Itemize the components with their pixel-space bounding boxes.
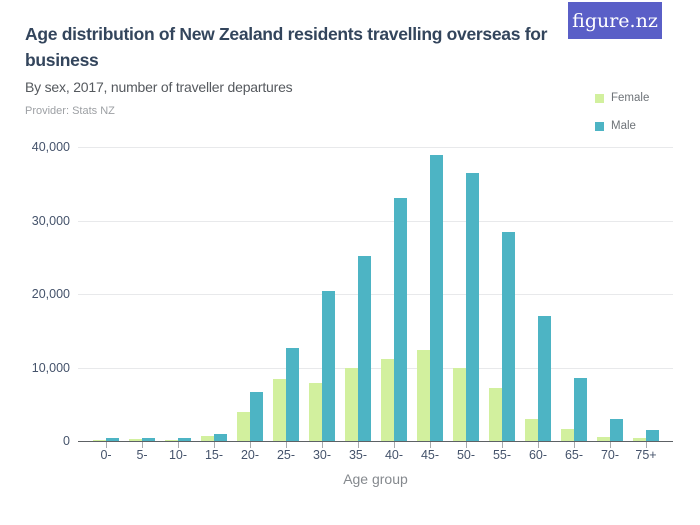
x-axis-tick [286, 442, 287, 448]
x-axis-tick-label: 40- [384, 448, 404, 462]
bar-male-55- [502, 232, 515, 441]
bar-male-10- [178, 438, 191, 441]
y-axis-tick-label: 0 [63, 434, 70, 448]
bar-male-30- [322, 291, 335, 441]
x-axis-tick [142, 442, 143, 448]
x-axis-tick [178, 442, 179, 448]
x-axis-tick-label: 30- [312, 448, 332, 462]
gridline-40,000 [78, 147, 673, 148]
bar-male-25- [286, 348, 299, 441]
x-axis-tick [466, 442, 467, 448]
x-axis-line [78, 441, 673, 442]
x-axis-tick-label: 75+ [635, 448, 657, 462]
bar-male-5- [142, 438, 155, 441]
x-axis-tick-label: 50- [456, 448, 476, 462]
legend-swatch-male [595, 121, 604, 131]
bar-female-25- [273, 379, 286, 441]
legend-item-male: Male [595, 120, 636, 132]
bar-female-10- [165, 440, 178, 441]
bar-female-5- [129, 439, 142, 441]
x-axis-tick-label: 55- [492, 448, 512, 462]
chart-subtitle: By sex, 2017, number of traveller depart… [25, 79, 293, 95]
figure-nz-logo[interactable]: figure.nz [568, 2, 662, 39]
x-axis-tick [250, 442, 251, 448]
bar-male-15- [214, 434, 227, 441]
y-axis-tick-label: 10,000 [31, 360, 70, 375]
x-axis-tick [322, 442, 323, 448]
x-axis-tick-label: 70- [600, 448, 620, 462]
x-axis-tick-label: 10- [168, 448, 188, 462]
legend-item-female: Female [595, 92, 650, 104]
bar-female-60- [525, 419, 538, 441]
bar-female-45- [417, 350, 430, 441]
x-axis-tick [214, 442, 215, 448]
y-axis-tick-label: 40,000 [31, 140, 70, 154]
x-axis-tick [574, 442, 575, 448]
bar-female-70- [597, 437, 610, 441]
bar-male-65- [574, 378, 587, 441]
x-axis-tick-label: 15- [204, 448, 224, 462]
bar-female-35- [345, 368, 358, 441]
bar-male-35- [358, 256, 371, 441]
bar-female-55- [489, 388, 502, 441]
bar-female-50- [453, 368, 466, 441]
bar-female-30- [309, 383, 322, 441]
x-axis-tick [502, 442, 503, 448]
gridline-20,000 [78, 294, 673, 295]
legend-label-female: Female [611, 92, 650, 104]
x-axis-tick-label: 0- [100, 448, 112, 462]
bar-male-40- [394, 198, 407, 441]
bar-male-0- [106, 438, 119, 441]
x-axis-tick-label: 45- [420, 448, 440, 462]
y-axis-tick-label: 30,000 [31, 213, 70, 228]
figure-nz-logo-text: figure.nz [572, 9, 658, 32]
bar-male-20- [250, 392, 263, 441]
bar-male-45- [430, 155, 443, 441]
x-axis-tick-label: 35- [348, 448, 368, 462]
bar-female-40- [381, 359, 394, 441]
gridline-30,000 [78, 220, 673, 222]
x-axis-tick-label: 25- [276, 448, 296, 462]
bar-male-60- [538, 316, 551, 441]
bar-female-75+ [633, 438, 646, 441]
bar-female-20- [237, 412, 250, 441]
x-axis-tick [646, 442, 647, 448]
x-axis-tick-label: 5- [136, 448, 148, 462]
y-axis-tick-label: 20,000 [31, 287, 70, 301]
bar-female-15- [201, 436, 214, 441]
bar-male-50- [466, 173, 479, 441]
bar-male-75+ [646, 430, 659, 441]
bar-female-65- [561, 429, 574, 441]
x-axis-tick-label: 60- [528, 448, 548, 462]
legend-label-male: Male [611, 120, 636, 132]
gridline-10,000 [78, 367, 673, 369]
x-axis-tick-label: 20- [240, 448, 260, 462]
x-axis-tick [538, 442, 539, 448]
x-axis-tick [610, 442, 611, 448]
x-axis-tick [106, 442, 107, 448]
bar-female-0- [93, 440, 106, 441]
x-axis-tick [394, 442, 395, 448]
x-axis-tick [430, 442, 431, 448]
chart-title: Age distribution of New Zealand resident… [25, 24, 548, 70]
x-axis-title: Age group [343, 471, 408, 487]
x-axis-tick [358, 442, 359, 448]
x-axis-tick-label: 65- [564, 448, 584, 462]
legend-swatch-female [595, 93, 604, 103]
bar-male-70- [610, 419, 623, 441]
provider-credit: Provider: Stats NZ [25, 105, 115, 117]
